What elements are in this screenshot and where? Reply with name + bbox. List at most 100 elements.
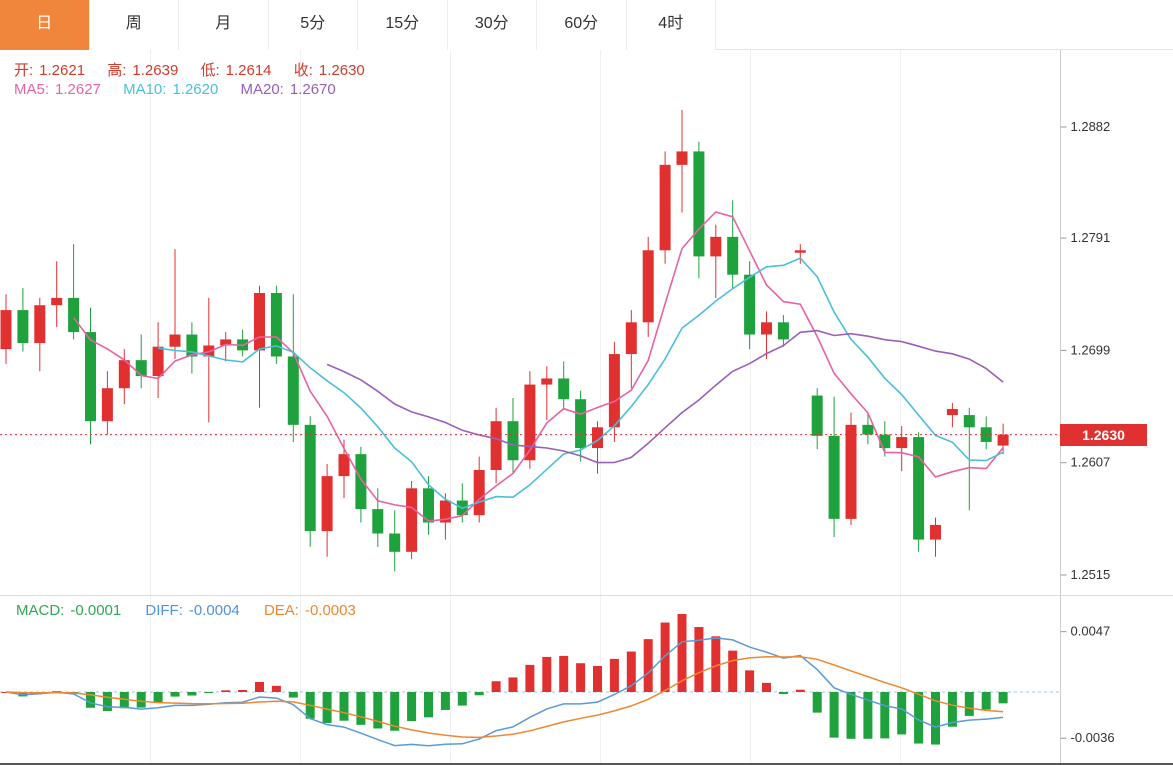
candle [423, 476, 434, 535]
macd-bar [288, 692, 298, 698]
candlestick-chart[interactable]: 1.2882 1.2791 1.2699 1.2607 1.2515 [0, 50, 1173, 595]
macd-bar [829, 692, 839, 738]
candle [625, 310, 637, 389]
candle [592, 421, 603, 474]
diff-line [5, 637, 1004, 747]
candle [85, 307, 96, 445]
macd-chart[interactable]: 0.0047 -0.0036 [0, 596, 1173, 763]
candle [828, 396, 840, 538]
candle [693, 141, 705, 279]
macd-bar [322, 692, 332, 723]
tab-day[interactable]: 日 [0, 0, 90, 50]
macd-bar [525, 664, 535, 692]
macd-bar [508, 677, 518, 692]
macd-bar [728, 650, 738, 692]
open-label: 开: [14, 62, 34, 79]
macd-bar [356, 692, 366, 725]
tab-4hour[interactable]: 4时 [626, 0, 716, 50]
macd-bar [491, 681, 501, 692]
macd-bar [474, 692, 484, 696]
candle [287, 294, 299, 442]
candle [608, 341, 620, 442]
candle [0, 294, 12, 364]
candle [676, 109, 688, 213]
macd-bar [187, 692, 197, 696]
candle [524, 371, 536, 469]
macd-bar [440, 692, 450, 710]
price-chart-panel: 1.2882 1.2791 1.2699 1.2607 1.2515 开: 1.2621 … [0, 50, 1173, 595]
candle [777, 314, 789, 347]
candle [862, 412, 874, 445]
macd-bar [981, 692, 991, 710]
macd-bar [846, 692, 856, 739]
macd-bar [897, 692, 907, 735]
macd-panel: 0.0047 -0.0036 MACD: -0.0001 DIFF: -0.0004 … [0, 595, 1173, 765]
macd-bar [204, 692, 214, 693]
low-value: 1.2614 [225, 62, 272, 79]
ma10-line [157, 257, 1004, 510]
candle [761, 311, 772, 359]
svg-text:1.2607: 1.2607 [1071, 455, 1111, 470]
candle [101, 371, 113, 435]
macd-value: -0.0001 [70, 602, 122, 619]
macd-bar [271, 685, 281, 692]
ma5-line [72, 211, 1004, 522]
tab-week[interactable]: 周 [89, 0, 179, 50]
ma20-line [326, 329, 1004, 464]
candle [541, 366, 553, 420]
tab-5min[interactable]: 5分 [268, 0, 358, 50]
low-label: 低: [200, 62, 220, 79]
candle [558, 361, 570, 408]
open-value: 1.2621 [39, 62, 86, 79]
candle [744, 261, 756, 350]
candle [152, 322, 164, 398]
candle [473, 456, 485, 523]
candle [270, 285, 282, 364]
macd-bar [542, 656, 552, 692]
candle [355, 446, 367, 523]
tab-60min[interactable]: 60分 [537, 0, 627, 50]
svg-text:0.0047: 0.0047 [1071, 624, 1111, 639]
candle [710, 224, 722, 298]
candle [254, 285, 265, 408]
macd-bar [576, 663, 586, 692]
macd-readout: MACD: -0.0001 DIFF: -0.0004 DEA: -0.0003 [16, 602, 376, 619]
svg-text:1.2699: 1.2699 [1071, 342, 1111, 357]
ma5-value: 1.2627 [55, 81, 101, 98]
candle [203, 297, 215, 423]
candle [946, 402, 958, 428]
ma10-label: MA10: [123, 81, 167, 98]
ma20-value: 1.2670 [289, 81, 336, 98]
macd-bar [86, 692, 95, 708]
svg-text:-0.0036: -0.0036 [1071, 730, 1115, 745]
macd-bar [812, 692, 822, 713]
candle [507, 397, 519, 474]
macd-bar [559, 655, 569, 692]
candle [68, 244, 80, 340]
macd-bar [119, 692, 129, 709]
svg-text:1.2882: 1.2882 [1071, 119, 1111, 134]
candle [642, 236, 654, 337]
candle [389, 510, 401, 572]
candle [811, 388, 823, 450]
macd-bar [880, 692, 890, 739]
ohlc-readout: 开: 1.2621 高: 1.2639 低: 1.2614 收: 1.2630 [14, 59, 383, 80]
macd-bar [424, 692, 433, 718]
tab-15min[interactable]: 15分 [358, 0, 448, 50]
candle [727, 200, 739, 289]
macd-bar [778, 692, 788, 695]
macd-bar [964, 692, 974, 716]
candle [845, 412, 857, 525]
candle [439, 493, 451, 540]
svg-text:1.2515: 1.2515 [1071, 567, 1111, 582]
macd-bar [711, 636, 721, 692]
macd-bar [255, 681, 264, 692]
macd-bar [795, 689, 805, 692]
macd-bar [593, 666, 602, 692]
macd-bar [931, 692, 940, 745]
tab-30min[interactable]: 30分 [447, 0, 537, 50]
tab-month[interactable]: 月 [179, 0, 269, 50]
candle [997, 423, 1009, 455]
candle [659, 151, 671, 264]
